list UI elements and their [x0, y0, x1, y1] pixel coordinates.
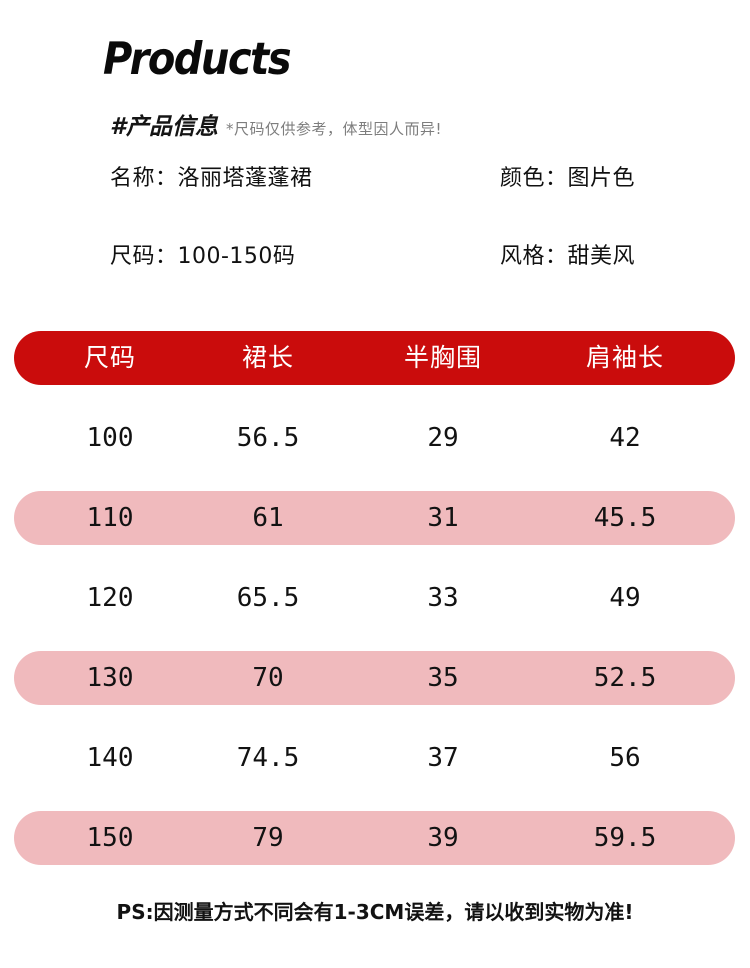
- product-info-row: 尺码：100-150码 风格：甜美风: [0, 238, 750, 316]
- table-row: 120 65.5 33 49: [0, 570, 750, 650]
- cell-length: 61: [252, 503, 284, 533]
- table-row: 110 61 31 45.5: [0, 490, 750, 570]
- cell-size: 130: [86, 663, 134, 693]
- row-cells: 140 74.5 37 56: [0, 730, 750, 786]
- header-pill-background: [14, 331, 735, 385]
- cell-size: 140: [86, 743, 134, 773]
- cell-sleeve: 59.5: [593, 823, 657, 853]
- row-cells: 110 61 31 45.5: [0, 490, 750, 546]
- row-cells: 150 79 39 59.5: [0, 810, 750, 866]
- subheading-disclaimer: *尺码仅供参考，体型因人而异!: [226, 120, 443, 138]
- table-row: 130 70 35 52.5: [0, 650, 750, 730]
- cell-length: 70: [252, 663, 284, 693]
- column-header-halfbust: 半胸围: [403, 343, 482, 372]
- page-title: Products: [103, 33, 292, 86]
- cell-length: 65.5: [236, 583, 300, 613]
- size-table-header-row: 尺码 裙长 半胸围 肩袖长: [0, 330, 750, 410]
- section-subheading: #产品信息 *尺码仅供参考，体型因人而异!: [110, 107, 442, 141]
- row-cells: 120 65.5 33 49: [0, 570, 750, 626]
- cell-size: 150: [86, 823, 134, 853]
- row-pill-background: [14, 811, 735, 865]
- size-table: 尺码 裙长 半胸围 肩袖长 100 56.5 29 42 110 61 31 4…: [0, 330, 750, 890]
- product-size-field: 尺码：100-150码: [110, 244, 296, 269]
- product-name-field: 名称：洛丽塔蓬蓬裙: [110, 166, 313, 191]
- table-row: 140 74.5 37 56: [0, 730, 750, 810]
- column-header-length: 裙长: [241, 343, 294, 372]
- cell-halfbust: 29: [427, 423, 459, 453]
- product-style-field: 风格：甜美风: [500, 244, 636, 269]
- cell-halfbust: 31: [427, 503, 459, 533]
- cell-sleeve: 45.5: [593, 503, 657, 533]
- subheading-label: #产品信息: [110, 114, 219, 140]
- column-header-sleeve: 肩袖长: [585, 343, 664, 372]
- cell-halfbust: 37: [427, 743, 459, 773]
- cell-sleeve: 49: [609, 583, 641, 613]
- cell-length: 74.5: [236, 743, 300, 773]
- cell-halfbust: 35: [427, 663, 459, 693]
- cell-sleeve: 56: [609, 743, 641, 773]
- product-color-field: 颜色：图片色: [500, 166, 636, 191]
- product-info-grid: 名称：洛丽塔蓬蓬裙 颜色：图片色 尺码：100-150码 风格：甜美风: [0, 160, 750, 316]
- cell-size: 110: [86, 503, 134, 533]
- column-header-size: 尺码: [83, 343, 136, 372]
- table-row: 100 56.5 29 42: [0, 410, 750, 490]
- cell-length: 56.5: [236, 423, 300, 453]
- table-row: 150 79 39 59.5: [0, 810, 750, 890]
- cell-size: 100: [86, 423, 134, 453]
- row-pill-background: [14, 491, 735, 545]
- row-pill-background: [14, 651, 735, 705]
- header-cells: 尺码 裙长 半胸围 肩袖长: [0, 330, 750, 386]
- cell-size: 120: [86, 583, 134, 613]
- cell-halfbust: 39: [427, 823, 459, 853]
- cell-halfbust: 33: [427, 583, 459, 613]
- cell-sleeve: 42: [609, 423, 641, 453]
- cell-length: 79: [252, 823, 284, 853]
- row-cells: 130 70 35 52.5: [0, 650, 750, 706]
- measurement-disclaimer: PS:因测量方式不同会有1-3CM误差，请以收到实物为准!: [116, 900, 634, 924]
- cell-sleeve: 52.5: [593, 663, 657, 693]
- product-info-row: 名称：洛丽塔蓬蓬裙 颜色：图片色: [0, 160, 750, 238]
- row-cells: 100 56.5 29 42: [0, 410, 750, 466]
